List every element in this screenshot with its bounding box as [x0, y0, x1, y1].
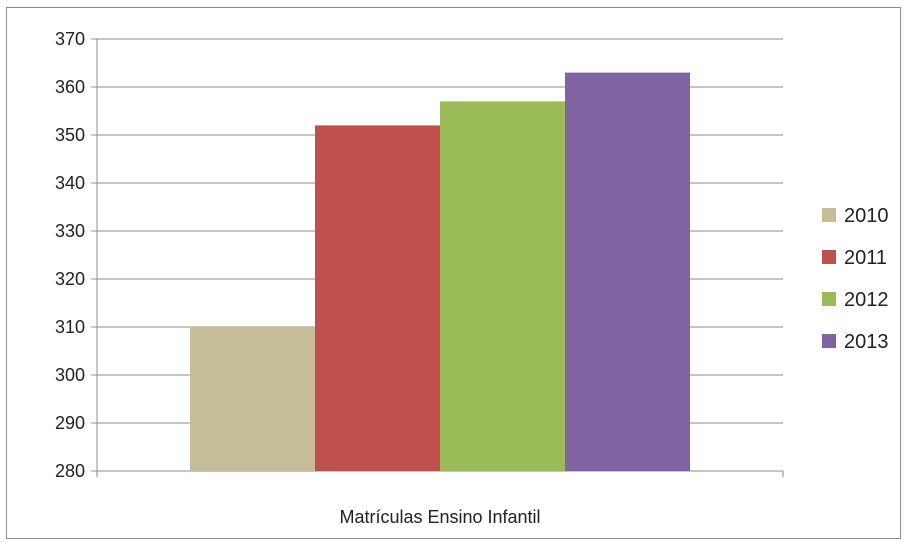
x-category-label: Matrículas Ensino Infantil: [339, 507, 540, 527]
bar-2010: [190, 327, 315, 471]
legend-label-2012: 2012: [844, 289, 889, 311]
y-tick-label: 360: [55, 77, 85, 97]
y-tick-label: 300: [55, 365, 85, 385]
legend-label-2011: 2011: [844, 247, 887, 269]
legend-swatch-2010: [822, 208, 836, 222]
y-tick-label: 330: [55, 221, 85, 241]
bar-2011: [315, 125, 440, 472]
y-tick-label: 370: [55, 29, 85, 49]
y-tick-label: 310: [55, 317, 85, 337]
bar-2012: [440, 101, 565, 472]
y-tick-label: 340: [55, 173, 85, 193]
legend-swatch-2012: [822, 292, 836, 306]
y-tick-label: 350: [55, 125, 85, 145]
legend-swatch-2011: [822, 250, 836, 264]
legend-swatch-2013: [822, 334, 836, 348]
legend-label-2010: 2010: [844, 205, 889, 227]
y-tick-label: 280: [55, 461, 85, 481]
y-tick-label: 320: [55, 269, 85, 289]
legend-label-2013: 2013: [844, 331, 889, 353]
y-tick-label: 290: [55, 413, 85, 433]
bar-2013: [565, 72, 690, 471]
